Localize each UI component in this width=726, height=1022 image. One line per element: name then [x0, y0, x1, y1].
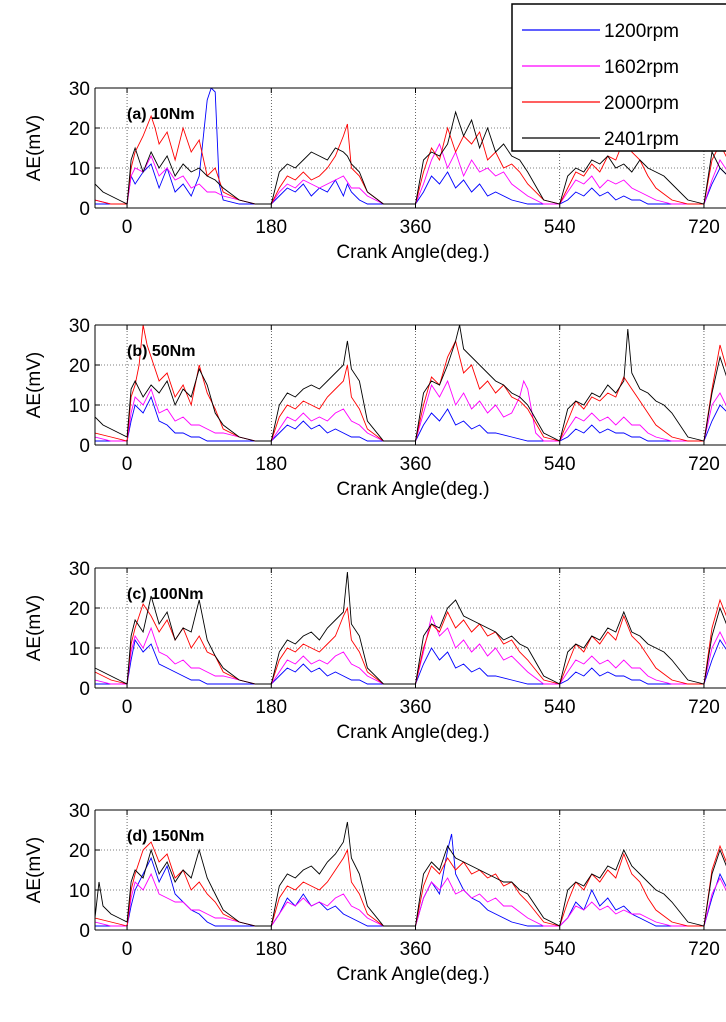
x-tick-label: 180	[255, 939, 287, 960]
y-tick-label: 10	[69, 639, 90, 660]
x-tick-label: 720	[688, 217, 720, 238]
y-tick-label: 0	[79, 679, 90, 700]
x-tick-label: 360	[400, 454, 432, 475]
x-tick-label: 180	[255, 454, 287, 475]
x-tick-label: 0	[122, 217, 133, 238]
y-axis-label: AE(mV)	[24, 115, 45, 182]
series-line-1602rpm	[95, 142, 726, 205]
series-line-2000rpm	[95, 598, 726, 685]
y-tick-label: 30	[69, 801, 90, 822]
series-line-1602rpm	[95, 614, 726, 685]
y-tick-label: 20	[69, 599, 90, 620]
y-tick-label: 0	[79, 199, 90, 220]
panel-title: (a) 10Nm	[127, 106, 195, 123]
x-tick-label: 0	[122, 939, 133, 960]
y-tick-label: 20	[69, 841, 90, 862]
x-tick-label: 360	[400, 697, 432, 718]
legend: 1200rpm 1602rpm 2000rpm 2401rpm	[511, 3, 726, 152]
x-tick-label: 0	[122, 697, 133, 718]
series-line-1200rpm	[95, 638, 726, 685]
y-tick-label: 10	[69, 159, 90, 180]
y-axis-label: AE(mV)	[24, 352, 45, 419]
legend-box	[511, 3, 726, 152]
panel-title: (d) 150Nm	[127, 828, 204, 845]
y-tick-label: 0	[79, 436, 90, 457]
x-tick-label: 540	[544, 217, 576, 238]
series-line-2401rpm	[95, 110, 726, 205]
legend-label: 1200rpm	[604, 21, 679, 42]
legend-label: 2401rpm	[604, 129, 679, 150]
series-line-1602rpm	[95, 872, 726, 927]
series-line-1200rpm	[95, 395, 726, 442]
x-tick-label: 540	[544, 454, 576, 475]
legend-label: 2000rpm	[604, 93, 679, 114]
series-line-2401rpm	[95, 571, 726, 685]
series-line-2401rpm	[95, 325, 726, 442]
x-tick-label: 720	[688, 454, 720, 475]
x-tick-label: 0	[122, 454, 133, 475]
legend-label: 1602rpm	[604, 57, 679, 78]
x-tick-label: 180	[255, 697, 287, 718]
x-axis-label: Crank Angle(deg.)	[336, 722, 489, 743]
chart-panel-3: 0 180 360 540 720 0 10 20 30 Crank Angle(deg.) AE(…	[24, 801, 726, 985]
y-tick-label: 20	[69, 356, 90, 377]
y-tick-label: 0	[79, 921, 90, 942]
y-tick-label: 30	[69, 79, 90, 100]
x-tick-label: 540	[544, 697, 576, 718]
chart-panel-1: 0 180 360 540 720 0 10 20 30 Crank Angle(deg.) AE(…	[24, 316, 726, 500]
x-tick-label: 720	[688, 939, 720, 960]
series-line-2401rpm	[95, 821, 726, 927]
x-tick-label: 720	[688, 697, 720, 718]
chart-panel-0: 0 180 360 540 720 0 10 20 30 Crank Angle(deg.) AE(…	[24, 3, 726, 263]
y-tick-label: 10	[69, 396, 90, 417]
x-tick-label: 360	[400, 217, 432, 238]
series-line-1602rpm	[95, 379, 726, 442]
series-line-1200rpm	[95, 833, 726, 927]
x-tick-label: 180	[255, 217, 287, 238]
series-group	[95, 325, 726, 442]
y-tick-label: 10	[69, 881, 90, 902]
y-tick-label: 30	[69, 316, 90, 337]
panel-title: (b) 50Nm	[127, 343, 195, 360]
chart-panel-2: 0 180 360 540 720 0 10 20 30 Crank Angle(deg.) AE(…	[24, 559, 726, 743]
x-tick-label: 360	[400, 939, 432, 960]
y-axis-label: AE(mV)	[24, 837, 45, 904]
panel-title: (c) 100Nm	[127, 586, 203, 603]
y-tick-label: 30	[69, 559, 90, 580]
x-axis-label: Crank Angle(deg.)	[336, 964, 489, 985]
x-axis-label: Crank Angle(deg.)	[336, 479, 489, 500]
y-axis-label: AE(mV)	[24, 595, 45, 662]
x-tick-label: 540	[544, 939, 576, 960]
y-tick-label: 20	[69, 119, 90, 140]
x-axis-label: Crank Angle(deg.)	[336, 242, 489, 263]
